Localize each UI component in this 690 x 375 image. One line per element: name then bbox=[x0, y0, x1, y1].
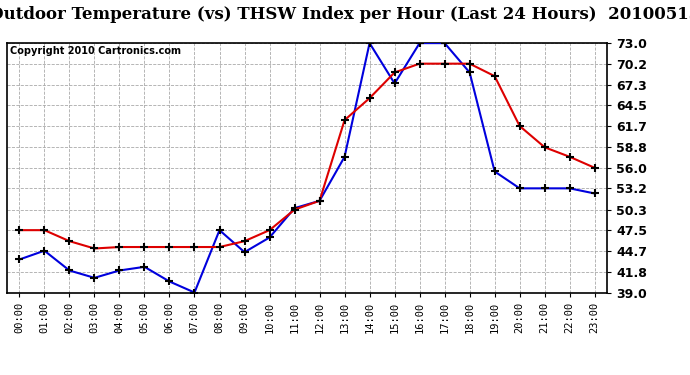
Text: Copyright 2010 Cartronics.com: Copyright 2010 Cartronics.com bbox=[10, 46, 181, 56]
Text: Outdoor Temperature (vs) THSW Index per Hour (Last 24 Hours)  20100513: Outdoor Temperature (vs) THSW Index per … bbox=[0, 6, 690, 22]
